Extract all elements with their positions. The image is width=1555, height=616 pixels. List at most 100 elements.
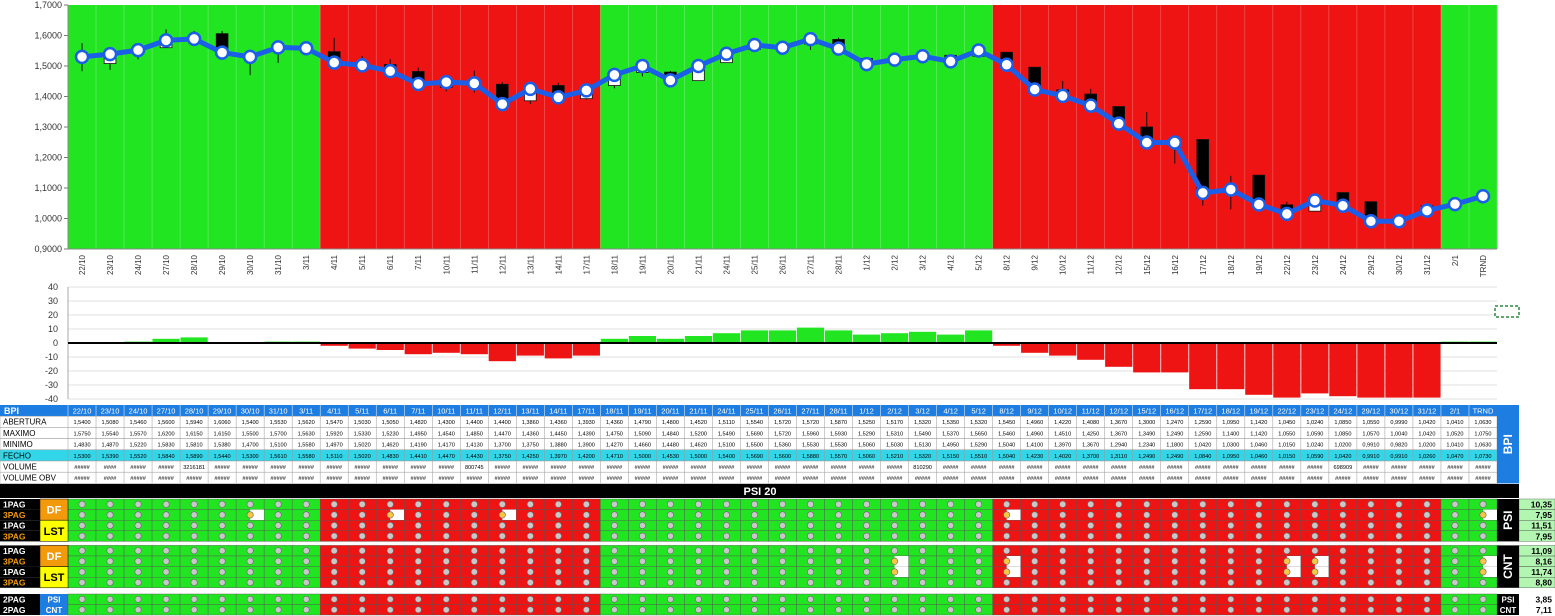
bottom-signal-dot — [1311, 595, 1319, 603]
selection-marker — [1494, 305, 1520, 318]
signal-dot — [218, 511, 226, 519]
table-header-cell: 4/11 — [327, 407, 341, 416]
signal-dot — [638, 547, 646, 555]
osc-bar — [768, 330, 797, 343]
regime-band — [992, 5, 1022, 249]
signal-side-box — [1497, 545, 1519, 588]
table-cell: ##### — [242, 476, 258, 482]
signal-dot — [666, 521, 674, 529]
signal-dot — [1451, 511, 1459, 519]
signal-dot — [134, 547, 142, 555]
table-cell: 1,3900 — [578, 443, 595, 449]
signal-right-value: 11,74 — [1531, 567, 1552, 577]
signal-dot — [778, 521, 786, 529]
bpi-side-box — [1497, 405, 1519, 484]
bottom-signal-dot — [554, 606, 562, 614]
signal-dot — [414, 568, 422, 576]
bottom-row-value: 3,85 — [1535, 595, 1552, 605]
table-cell: 1,5530 — [802, 443, 819, 449]
signal-dot — [1395, 578, 1403, 586]
table-cell: 1,5570 — [129, 431, 146, 437]
table-cell: 1,5460 — [998, 431, 1015, 437]
signal-side-label: PSI — [1501, 511, 1515, 530]
x-tick-label: 26/11 — [779, 254, 788, 274]
signal-dot — [134, 532, 142, 540]
signal-dot — [1395, 557, 1403, 565]
bottom-signal-dot — [414, 595, 422, 603]
osc-bar — [628, 336, 657, 343]
signal-dot — [891, 511, 899, 519]
signal-dot — [807, 532, 815, 540]
bottom-row-label: 2PAG — [3, 605, 26, 615]
signal-dot — [694, 500, 702, 508]
table-cell: 1,0450 — [1278, 420, 1295, 426]
signal-dot — [358, 532, 366, 540]
signal-dot — [106, 568, 114, 576]
signal-dot — [1367, 500, 1375, 508]
signal-cell-flag — [502, 509, 517, 521]
x-tick-label: 19/11 — [638, 254, 647, 274]
signal-dot — [218, 557, 226, 565]
bottom-signal-dot — [1367, 595, 1375, 603]
table-row-label: MINIMO — [3, 440, 33, 449]
signal-dot — [1143, 547, 1151, 555]
x-tick-label: 30/10 — [246, 254, 255, 275]
signal-dot — [386, 532, 394, 540]
signal-dot — [863, 547, 871, 555]
table-cell: ##### — [130, 465, 146, 471]
table-cell: 1,4250 — [522, 454, 539, 460]
signal-dot — [582, 511, 590, 519]
trend-point — [410, 76, 426, 92]
signal-dot — [190, 547, 198, 555]
bottom-signal-dot — [134, 606, 142, 614]
table-cell: 1,5110 — [326, 454, 343, 460]
table-cell: ##### — [999, 465, 1015, 471]
bottom-signal-dot — [190, 606, 198, 614]
table-cell: 1,4220 — [1054, 420, 1071, 426]
x-tick-label: 9/12 — [1031, 254, 1040, 270]
x-tick-label: 5/12 — [975, 254, 984, 270]
osc-bar — [965, 330, 993, 343]
signal-dot — [330, 568, 338, 576]
signal-dot — [554, 547, 562, 555]
trend-point — [1447, 196, 1463, 212]
signal-dot — [1479, 511, 1487, 519]
x-tick-label: 14/11 — [554, 254, 563, 274]
table-cell: 1,4700 — [242, 443, 259, 449]
osc-bar — [1273, 343, 1301, 398]
table-cell: 1,5000 — [690, 454, 707, 460]
table-cell: 1,0950 — [1222, 454, 1239, 460]
signal-dot — [1199, 500, 1207, 508]
signal-dot — [134, 557, 142, 565]
regime-band — [96, 5, 125, 249]
table-cell: 1,4130 — [466, 443, 483, 449]
table-cell: 1,5500 — [242, 431, 259, 437]
signal-dot — [1171, 500, 1179, 508]
signal-dot — [526, 568, 534, 576]
table-cell: 1,4950 — [942, 443, 959, 449]
signal-right-value: 7,95 — [1535, 510, 1552, 520]
signal-dot — [274, 557, 282, 565]
signal-dot — [1031, 557, 1039, 565]
table-cell: 1,1800 — [1166, 443, 1183, 449]
regime-band — [404, 5, 433, 249]
signal-dot — [1227, 521, 1235, 529]
table-cell: ##### — [1419, 476, 1435, 482]
signal-dot — [1171, 557, 1179, 565]
regime-band — [628, 5, 658, 249]
table-cell: 1,4270 — [606, 443, 623, 449]
signal-dot — [1143, 521, 1151, 529]
signal-dot — [78, 568, 86, 576]
signal-dot — [162, 547, 170, 555]
bottom-signal-dot — [218, 606, 226, 614]
signal-dot — [666, 547, 674, 555]
table-cell: 1,3860 — [522, 420, 539, 426]
signal-dot — [863, 500, 871, 508]
signal-dot — [694, 557, 702, 565]
table-header-cell: 23/10 — [101, 407, 120, 416]
table-header-cell: 5/11 — [355, 407, 369, 416]
signal-dot — [638, 500, 646, 508]
signal-dot — [1227, 511, 1235, 519]
table-cell: ##### — [1083, 465, 1099, 471]
osc-tick-label: 20 — [48, 310, 58, 320]
